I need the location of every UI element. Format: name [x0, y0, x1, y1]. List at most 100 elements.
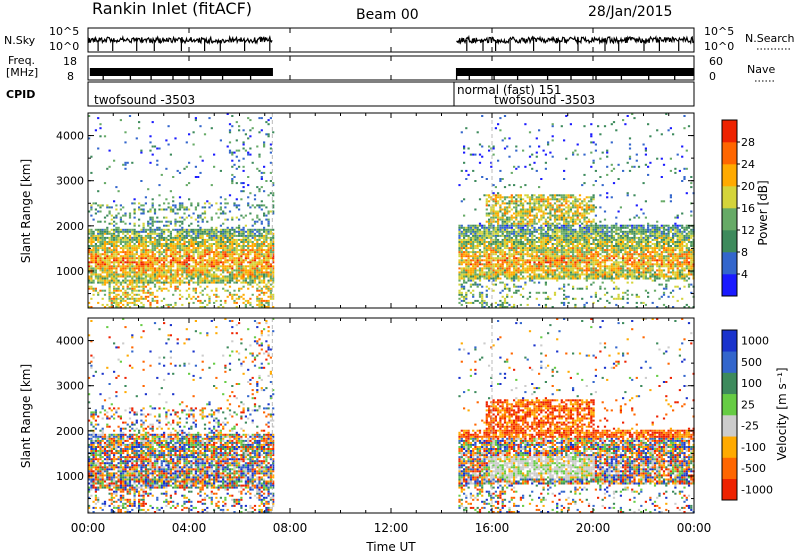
heatmap-cell — [103, 277, 107, 280]
heatmap-cell — [581, 259, 584, 262]
heatmap-cell — [560, 214, 563, 217]
heatmap-cell — [494, 301, 497, 304]
heatmap-cell — [547, 247, 550, 250]
heatmap-cell — [467, 257, 470, 260]
heatmap-cell — [163, 287, 166, 290]
heatmap-cell — [533, 222, 536, 225]
heatmap-cell — [226, 277, 229, 280]
heatmap-cell — [106, 277, 109, 280]
heatmap-cell — [156, 269, 159, 272]
heatmap-cell — [478, 243, 482, 245]
heatmap-cell — [238, 271, 241, 274]
heatmap-cell — [244, 265, 247, 268]
heatmap-cell — [133, 253, 136, 256]
heatmap-cell — [506, 202, 509, 205]
heatmap-cell — [488, 236, 491, 239]
heatmap-cell — [460, 247, 463, 250]
heatmap-cell — [267, 287, 270, 290]
heatmap-cell — [151, 204, 154, 207]
heatmap-cell — [94, 129, 97, 132]
heatmap-cell — [156, 279, 159, 282]
heatmap-cell — [558, 238, 561, 241]
heatmap-cell — [569, 271, 572, 274]
heatmap-cell — [192, 257, 195, 260]
heatmap-cell — [533, 220, 536, 223]
heatmap-cell — [244, 133, 247, 136]
heatmap-cell — [142, 281, 145, 284]
heatmap-cell — [235, 198, 238, 201]
heatmap-cell — [263, 226, 266, 229]
heatmap-cell — [503, 287, 507, 290]
heatmap-cell — [167, 249, 170, 252]
heatmap-cell — [463, 161, 466, 164]
heatmap-cell — [124, 277, 127, 280]
heatmap-cell — [213, 153, 216, 156]
heatmap-cell — [135, 245, 138, 247]
heatmap-cell — [478, 259, 482, 262]
heatmap-cell — [181, 216, 184, 219]
heatmap-cell — [197, 214, 200, 217]
heatmap-cell — [263, 255, 266, 258]
heatmap-cell — [226, 271, 229, 274]
heatmap-cell — [556, 241, 559, 243]
heatmap-cell — [501, 232, 504, 235]
heatmap-cell — [242, 232, 245, 235]
heatmap-cell — [231, 232, 234, 235]
heatmap-cell — [258, 275, 261, 278]
heatmap-cell — [263, 228, 266, 231]
heatmap-cell — [560, 224, 563, 227]
heatmap-cell — [167, 234, 170, 237]
heatmap-cell — [544, 303, 547, 306]
heatmap-cell — [194, 218, 197, 221]
heatmap-cell — [492, 289, 495, 292]
heatmap-cell — [544, 153, 547, 156]
heatmap-cell — [138, 293, 141, 296]
heatmap-cell — [258, 297, 261, 300]
heatmap-cell — [199, 261, 202, 264]
heatmap-cell — [508, 277, 511, 280]
heatmap-cell — [240, 190, 243, 193]
heatmap-cell — [185, 206, 188, 209]
heatmap-cell — [147, 261, 150, 264]
heatmap-cell — [176, 247, 179, 250]
heatmap-cell — [240, 295, 243, 298]
heatmap-cell — [501, 200, 504, 203]
heatmap-cell — [544, 306, 547, 308]
heatmap-cell — [113, 299, 116, 302]
heatmap-cell — [547, 241, 550, 243]
heatmap-cell — [272, 182, 275, 185]
heatmap-cell — [190, 230, 193, 233]
heatmap-cell — [587, 212, 591, 215]
heatmap-cell — [142, 257, 145, 260]
heatmap-cell — [265, 245, 268, 247]
heatmap-cell — [551, 194, 554, 197]
heatmap-cell — [247, 277, 250, 280]
heatmap-cell — [149, 293, 152, 296]
heatmap-cell — [260, 176, 263, 178]
heatmap-cell — [547, 267, 550, 270]
heatmap-cell — [499, 253, 502, 256]
heatmap-cell — [133, 257, 136, 260]
heatmap-cell — [256, 253, 259, 256]
heatmap-cell — [235, 269, 238, 272]
heatmap-cell — [542, 259, 545, 262]
heatmap-cell — [88, 265, 91, 268]
heatmap-cell — [513, 253, 516, 256]
heatmap-cell — [247, 202, 250, 205]
heatmap-cell — [560, 251, 563, 254]
heatmap-cell — [208, 245, 211, 247]
heatmap-cell — [119, 281, 122, 284]
heatmap-cell — [474, 236, 477, 239]
heatmap-cell — [235, 121, 238, 124]
heatmap-cell — [515, 218, 518, 221]
heatmap-cell — [569, 236, 572, 239]
heatmap-cell — [197, 249, 200, 252]
heatmap-cell — [235, 273, 238, 276]
heatmap-cell — [128, 297, 132, 300]
heatmap-cell — [133, 269, 136, 272]
heatmap-cell — [556, 255, 559, 258]
heatmap-cell — [551, 224, 554, 227]
heatmap-cell — [592, 220, 595, 223]
heatmap-cell — [572, 287, 575, 290]
heatmap-cell — [224, 269, 227, 272]
